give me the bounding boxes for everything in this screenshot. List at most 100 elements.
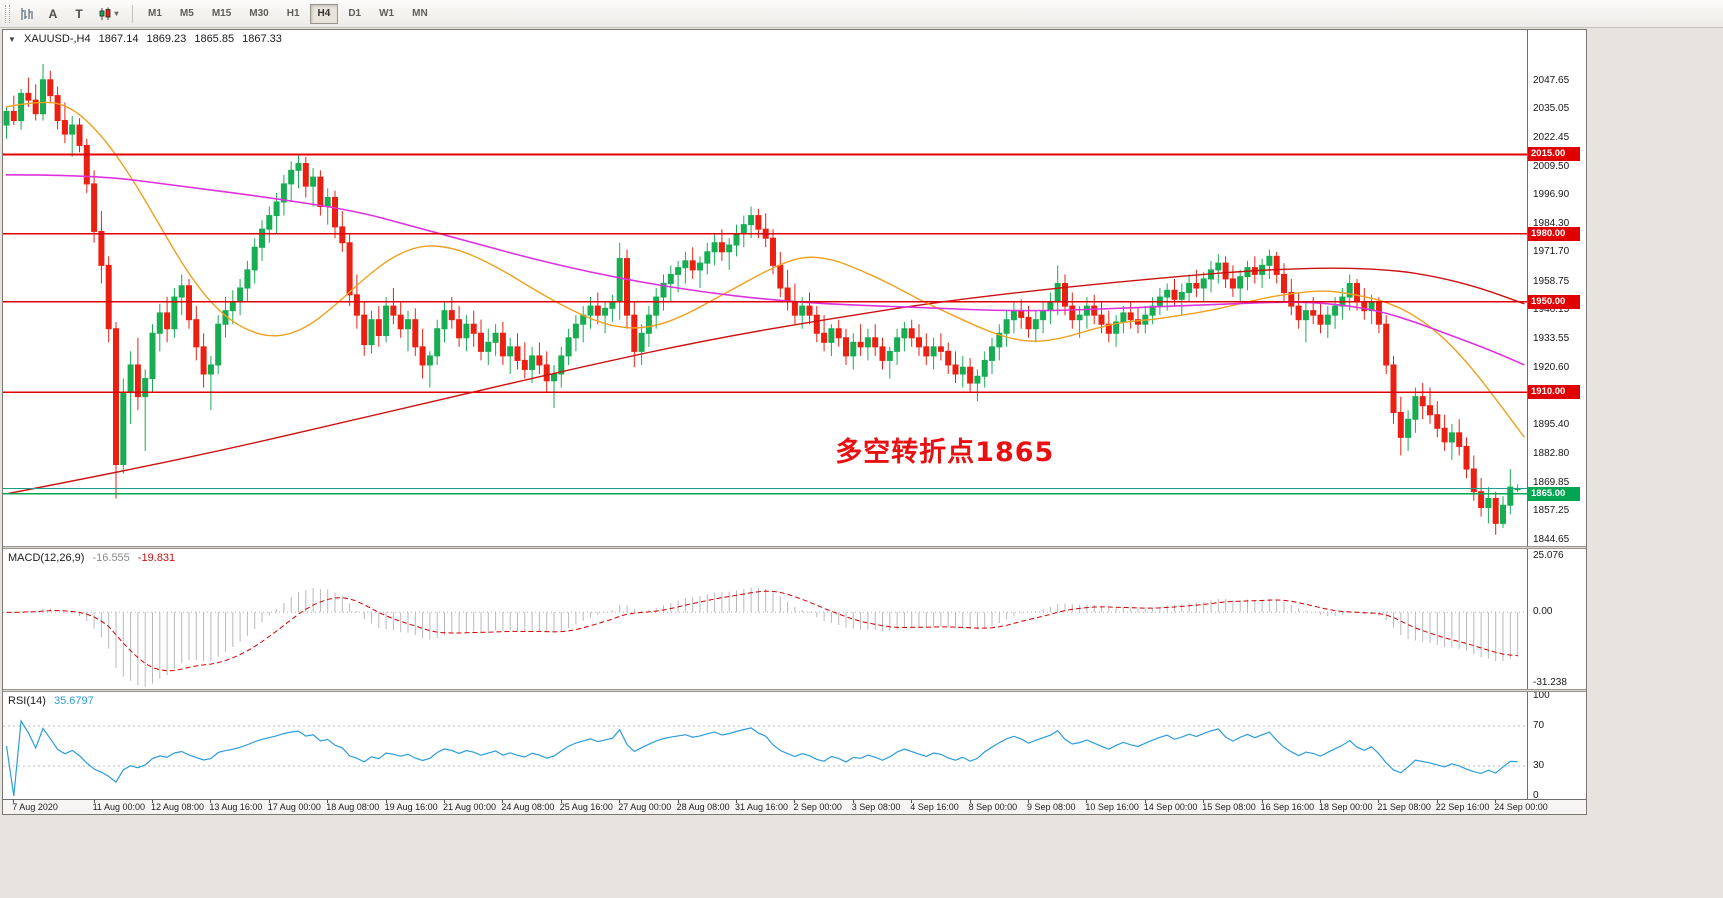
candle-down [1281, 273, 1287, 294]
macd-histogram [13, 587, 1519, 687]
candle-down [718, 242, 725, 253]
axis-tick: 1984.30 [1533, 217, 1570, 229]
candle-up [1244, 267, 1251, 278]
candle-up [215, 323, 222, 366]
axis-tick: 1946.15 [1533, 304, 1570, 316]
main-chart-canvas[interactable] [3, 30, 1527, 546]
candle-up [558, 355, 565, 375]
price-axis[interactable]: 2047.65 2035.05 2022.45 2009.50 1996.90 1984.… [1527, 30, 1586, 801]
time-label: 18 Sep 00:00 [1319, 802, 1373, 812]
time-tick [13, 800, 15, 803]
candle-up [273, 201, 280, 217]
time-label: 10 Sep 16:00 [1085, 802, 1139, 812]
candle-down [1018, 310, 1025, 318]
candle-down [390, 305, 397, 316]
candle-down [821, 332, 828, 343]
candle-down [1171, 289, 1178, 300]
candle-down [83, 144, 90, 185]
pane-divider-macd[interactable] [3, 546, 1586, 549]
axis-tick: 1958.75 [1533, 275, 1570, 287]
bar-chart-button[interactable] [14, 3, 40, 25]
candle-down [770, 237, 776, 266]
candle-down [1025, 316, 1032, 330]
candle-up [602, 307, 609, 316]
macd-canvas[interactable] [3, 549, 1527, 689]
candle-down [536, 355, 543, 366]
timeframe-m30-button[interactable]: M30 [241, 4, 276, 24]
time-label: 24 Sep 00:00 [1494, 802, 1548, 812]
candle-down [1354, 282, 1360, 303]
candle-up [368, 319, 375, 346]
candle-up [295, 163, 302, 171]
candle-down [543, 364, 550, 382]
axis-tick: 25.076 [1533, 549, 1564, 561]
axis-tick: 2022.45 [1533, 131, 1570, 143]
pane-divider-rsi[interactable] [3, 689, 1586, 692]
candle-down [54, 95, 61, 122]
candle-down [916, 337, 922, 348]
time-label: 28 Aug 08:00 [676, 802, 730, 812]
candle-up [18, 92, 25, 122]
candle-up [726, 244, 733, 253]
candle-down [872, 337, 879, 348]
candle-down [1390, 364, 1397, 413]
toolbar-grip-handle[interactable] [5, 4, 10, 23]
candle-down [164, 312, 171, 330]
candle-down [113, 328, 119, 466]
candle-down [1273, 255, 1280, 275]
timeframe-d1-button[interactable]: D1 [340, 4, 369, 24]
candle-up [178, 285, 185, 298]
candle-up [864, 337, 871, 348]
candle-down [397, 314, 404, 330]
candle-down [105, 264, 112, 330]
candle-down [624, 258, 630, 316]
time-axis[interactable]: 7 Aug 2020 11 Aug 00:00 12 Aug 08:00 13 Aug… [3, 799, 1586, 814]
candle-up [171, 296, 178, 330]
time-label: 27 Aug 00:00 [618, 802, 672, 812]
ma-line-magenta [5, 174, 1525, 366]
axis-tick: 2009.50 [1533, 160, 1570, 172]
candle-up [551, 373, 557, 382]
timeframe-mn-button[interactable]: MN [404, 4, 436, 24]
candle-up [1010, 310, 1017, 321]
candle-down [470, 323, 477, 334]
time-label: 11 Aug 00:00 [92, 802, 145, 812]
candle-up [981, 359, 988, 377]
timeframe-m15-button[interactable]: M15 [204, 4, 239, 24]
chart-marker-icon: ▼ [8, 35, 16, 44]
time-tick [268, 800, 270, 803]
text-tool-button[interactable]: T [66, 3, 92, 25]
time-tick [502, 800, 504, 803]
time-tick [969, 800, 971, 803]
ma-line-red [5, 267, 1525, 495]
chart-annotation[interactable]: 多空转折点1865 [835, 436, 1055, 468]
candle-up [1266, 255, 1273, 266]
candle-up [667, 273, 674, 284]
time-label: 24 Aug 08:00 [501, 802, 555, 812]
candle-down [332, 196, 338, 228]
candle-up [324, 196, 331, 208]
timeframe-m5-button[interactable]: M5 [172, 4, 202, 24]
time-label: 21 Aug 00:00 [443, 802, 497, 812]
timeframe-h4-button[interactable]: H4 [309, 3, 339, 24]
candle-up [682, 260, 689, 269]
time-label: 4 Sep 16:00 [910, 802, 959, 812]
rsi-canvas[interactable] [3, 692, 1527, 799]
timeframe-w1-button[interactable]: W1 [371, 4, 402, 24]
axis-tick: 0.00 [1533, 606, 1553, 618]
timeframe-h1-button[interactable]: H1 [279, 4, 308, 24]
candle-down [806, 305, 813, 316]
candle-up [142, 378, 149, 398]
candle-up [1164, 289, 1171, 298]
ohlc-close: 1867.33 [242, 33, 282, 45]
candle-up [266, 215, 273, 230]
candle-up [565, 337, 572, 357]
chart-type-button[interactable]: ▾ [92, 3, 126, 25]
candle-up [237, 287, 244, 303]
candle-up [1200, 278, 1207, 289]
timeframe-m1-button[interactable]: M1 [140, 4, 170, 24]
price-tag-resistance-1980: 1980.00 [1528, 226, 1580, 241]
axis-tick: 1971.70 [1533, 246, 1570, 258]
time-label: 15 Sep 08:00 [1202, 802, 1256, 812]
annotate-text-button[interactable]: A [40, 3, 66, 25]
